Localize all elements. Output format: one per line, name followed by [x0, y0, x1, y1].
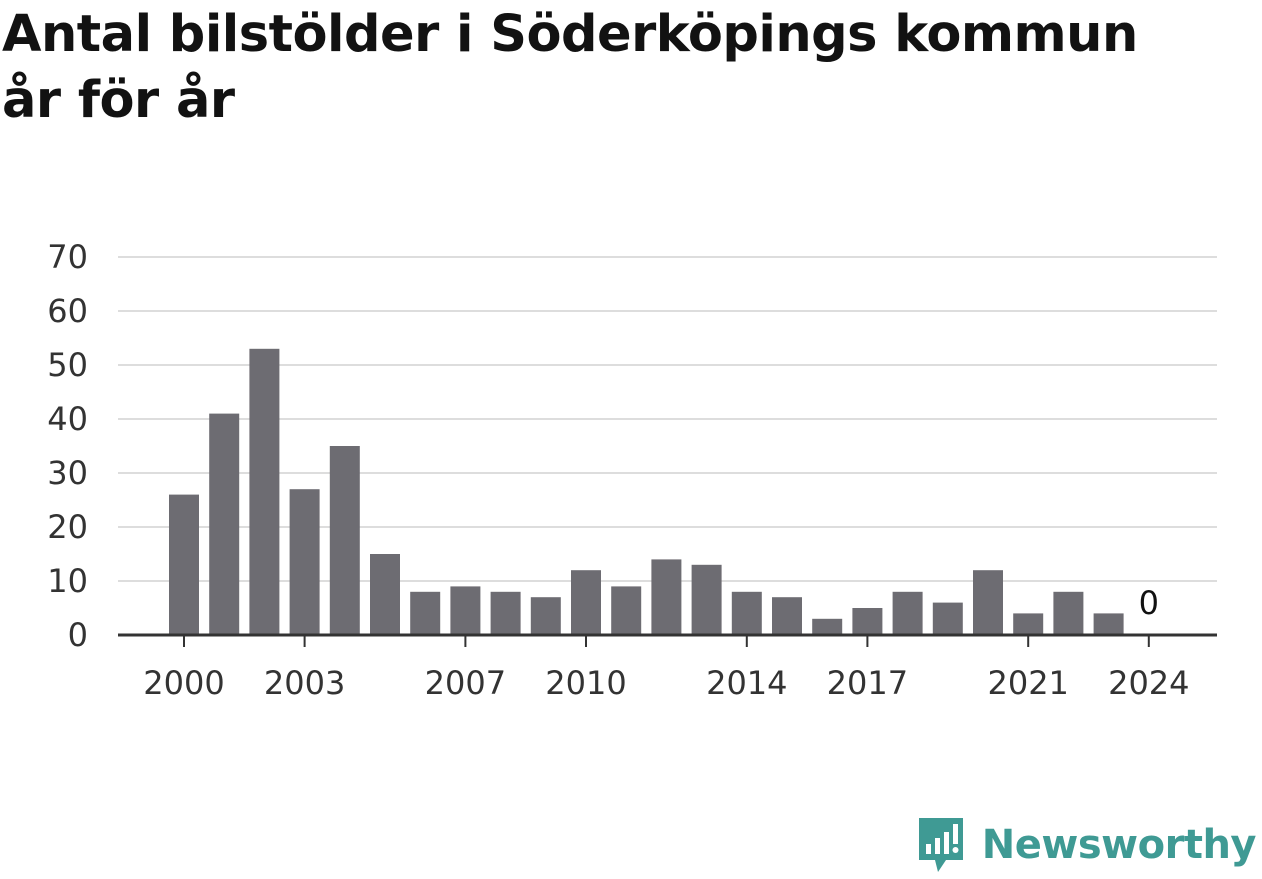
chart-title: Antal bilstölder i Söderköpings kommun å…: [2, 2, 1260, 134]
x-tick-label: 2014: [706, 664, 787, 702]
bar-2017: [852, 608, 883, 635]
bar-2011: [611, 586, 642, 635]
bar-2021: [1013, 613, 1044, 635]
bar-2000: [169, 494, 199, 635]
x-tick-label: 2024: [1108, 664, 1189, 702]
gridlines: [118, 256, 1217, 582]
bar-2008: [490, 591, 521, 635]
bar-2005: [370, 554, 400, 635]
brand-name: Newsworthy: [981, 822, 1257, 868]
y-tick-label: 30: [47, 454, 88, 492]
x-tick-label: 2017: [827, 664, 908, 702]
bar-2020: [973, 570, 1003, 635]
bar-2019: [932, 602, 963, 635]
bar-2014: [731, 591, 762, 635]
bar-2023: [1093, 613, 1124, 635]
bar-2004: [329, 446, 360, 635]
x-tick-label: 2000: [143, 664, 224, 702]
chart-title-line-2: år för år: [2, 71, 235, 130]
data-label-2024: 0: [1139, 584, 1159, 622]
bar-2015: [772, 597, 802, 635]
bar-2022: [1053, 591, 1084, 635]
bar-2007: [450, 586, 481, 635]
x-tick-label: 2003: [264, 664, 345, 702]
bar-2018: [892, 591, 923, 635]
x-tick-label: 2010: [545, 664, 626, 702]
bar-2006: [410, 591, 441, 635]
data-labels: 0: [1136, 581, 1162, 625]
bar-2013: [691, 564, 722, 635]
bar-2003: [289, 489, 320, 635]
newsworthy-brand: Newsworthy: [916, 815, 1257, 875]
y-tick-label: 60: [47, 292, 88, 330]
bar-2016: [812, 618, 843, 635]
bar-2012: [651, 559, 682, 635]
bar-2010: [571, 570, 601, 635]
y-axis-ticks: 0 10 20 30 40 50 60 70: [47, 238, 88, 654]
x-axis-ticks: 2000 2003 2007 2010 2014 2017 2021 2024: [143, 635, 1190, 702]
y-tick-label: 70: [47, 238, 88, 276]
bars: [169, 348, 1124, 635]
newsworthy-logo-icon: [918, 818, 963, 872]
chart-title-line-1: Antal bilstölder i Söderköpings kommun: [2, 5, 1138, 64]
bar-2001: [209, 413, 240, 635]
y-tick-label: 0: [68, 616, 88, 654]
y-tick-label: 20: [47, 508, 88, 546]
x-tick-label: 2007: [425, 664, 506, 702]
y-tick-label: 50: [47, 346, 88, 384]
y-tick-label: 10: [47, 562, 88, 600]
x-tick-label: 2021: [987, 664, 1068, 702]
y-tick-label: 40: [47, 400, 88, 438]
bar-2002: [249, 348, 280, 635]
bar-2009: [530, 597, 561, 635]
